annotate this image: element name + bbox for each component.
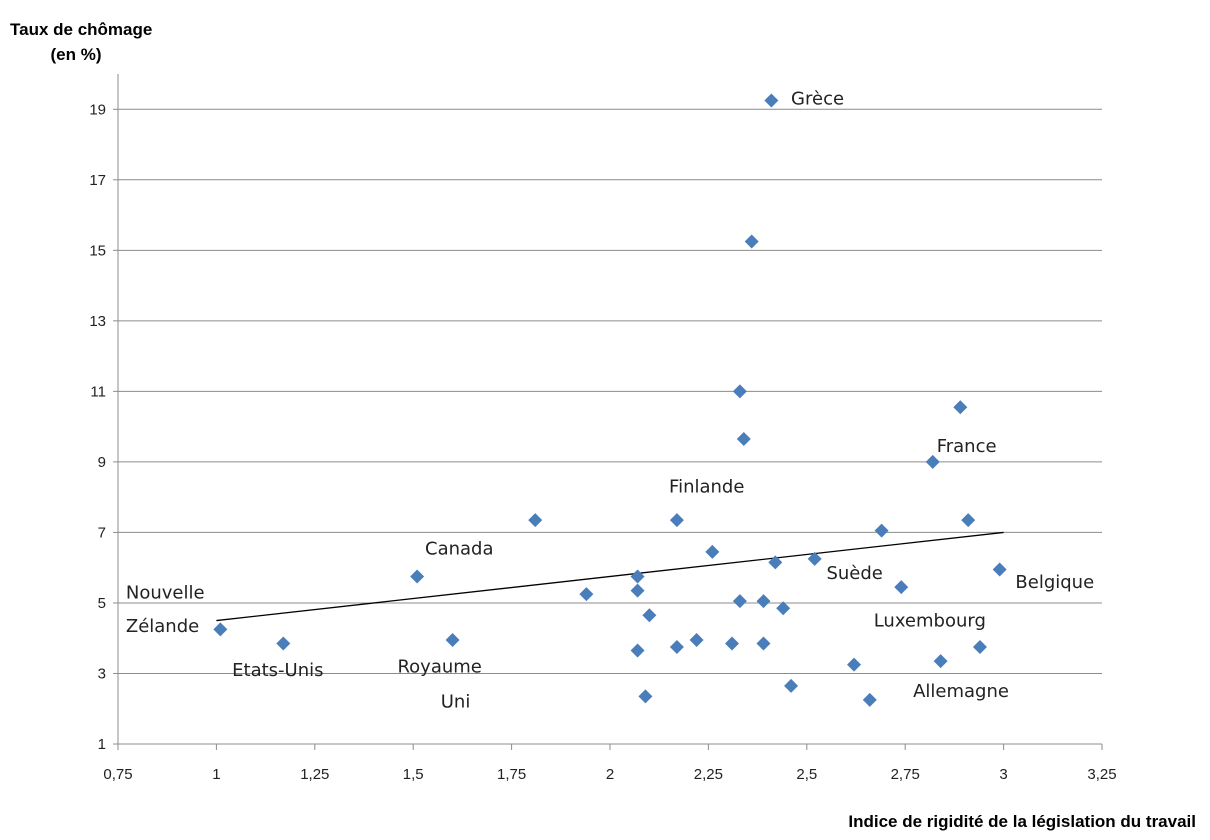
data-point [642, 608, 657, 623]
y-tick-label: 11 [90, 383, 106, 400]
data-point [276, 636, 291, 651]
data-point [764, 93, 779, 108]
x-axis-title: Indice de rigidité de la législation du … [848, 812, 1196, 831]
data-point [736, 431, 751, 446]
data-point [933, 654, 948, 669]
x-tick-label: 2,25 [694, 766, 723, 783]
point-label: Zélande [126, 616, 199, 637]
data-point [953, 400, 968, 415]
y-tick-label: 13 [89, 313, 106, 330]
trendline [216, 531, 1004, 622]
y-tick-label: 3 [98, 665, 106, 682]
y-tick-label: 19 [89, 101, 106, 118]
data-point [669, 640, 684, 655]
point-label: Belgique [1015, 572, 1094, 593]
data-point [732, 384, 747, 399]
point-labels: Grèce France Finlande Canada Nouvelle Zélande… [126, 89, 1094, 713]
data-point [689, 632, 704, 647]
data-point [925, 454, 940, 469]
x-tick-label: 2 [606, 766, 614, 783]
data-point [630, 643, 645, 658]
data-point [756, 594, 771, 609]
y-tick-label: 5 [98, 595, 106, 612]
data-point [756, 636, 771, 651]
y-axis-title-line1: Taux de chômage [10, 20, 152, 39]
x-tick-label: 1,25 [300, 766, 329, 783]
point-label: Royaume [397, 656, 481, 677]
y-tick-label: 15 [89, 242, 106, 259]
data-point [972, 640, 987, 655]
data-point [445, 632, 460, 647]
data-point [528, 513, 543, 528]
x-tick-label: 1 [212, 766, 220, 783]
x-tick-label: 1,5 [403, 766, 424, 783]
x-tick-label: 2,75 [891, 766, 920, 783]
point-label: Etats-Unis [232, 660, 323, 681]
data-point [725, 636, 740, 651]
data-point [807, 551, 822, 566]
data-point [776, 601, 791, 616]
point-label: Finlande [669, 477, 744, 498]
data-point [630, 583, 645, 598]
y-tick-label: 17 [89, 172, 106, 189]
point-label: Suède [826, 563, 882, 584]
point-label: Grèce [791, 89, 844, 110]
y-axis-title-line2: (en %) [51, 45, 102, 64]
data-point [744, 234, 759, 249]
point-label: Allemagne [913, 681, 1009, 702]
data-point [410, 569, 425, 584]
data-points [213, 93, 1007, 707]
data-point [862, 692, 877, 707]
point-label: France [937, 436, 997, 457]
trendline-layer [216, 531, 1004, 622]
x-tick-label: 0,75 [103, 766, 132, 783]
x-tick-label: 1,75 [497, 766, 526, 783]
data-point [847, 657, 862, 672]
x-tick-label: 3,25 [1087, 766, 1116, 783]
data-point [961, 513, 976, 528]
data-point [213, 622, 228, 637]
point-label: Uni [441, 692, 471, 713]
point-label: Canada [425, 538, 494, 559]
y-tick-label: 7 [98, 524, 106, 541]
data-point [768, 555, 783, 570]
data-point [732, 594, 747, 609]
data-point [705, 544, 720, 559]
data-point [992, 562, 1007, 577]
gridlines [118, 108, 1102, 674]
x-tick-label: 3 [999, 766, 1007, 783]
data-point [894, 580, 909, 595]
data-point [579, 587, 594, 602]
data-point [784, 678, 799, 693]
data-point [630, 569, 645, 584]
point-label: Luxembourg [874, 611, 986, 632]
data-point [638, 689, 653, 704]
y-tick-label: 1 [98, 736, 106, 753]
x-tick-label: 2,5 [796, 766, 817, 783]
y-tick-label: 9 [98, 454, 106, 471]
data-point [669, 513, 684, 528]
axes [113, 74, 1103, 750]
data-point [874, 523, 889, 538]
point-label: Nouvelle [126, 582, 205, 603]
